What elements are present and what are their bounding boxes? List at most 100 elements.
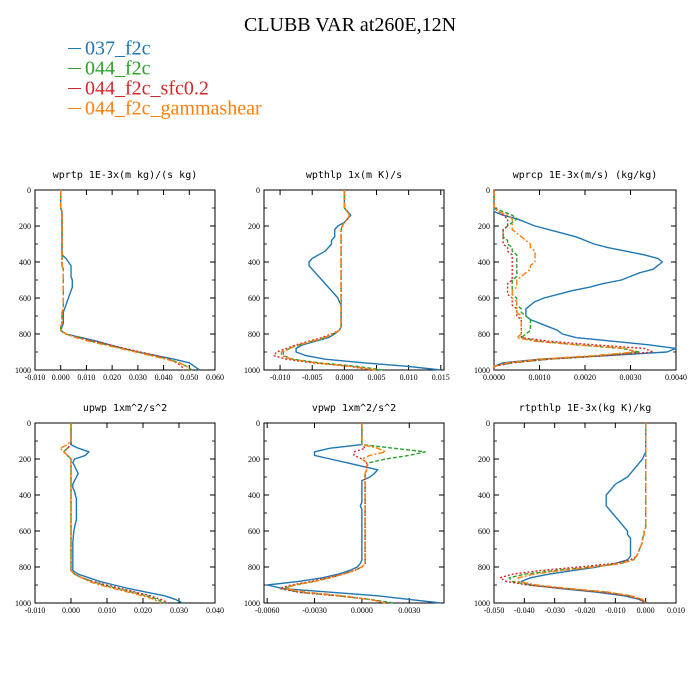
panel-title: vpwp 1xm^2/s^2 (312, 403, 396, 414)
legend-item-037-f2c: 037_f2c (68, 38, 262, 58)
x-tick-label: -0.050 (484, 606, 505, 615)
y-tick-label: 800 (248, 330, 260, 339)
y-tick-label: 600 (19, 294, 31, 303)
y-tick-label: 1000 (474, 366, 490, 375)
y-tick-label: 600 (248, 527, 260, 536)
chart-title: CLUBB VAR at260E,12N (243, 14, 457, 36)
x-tick-label: 0.0030 (620, 373, 642, 382)
x-tick-label: 0.0030 (398, 606, 420, 615)
legend: 037_f2c 044_f2c 044_f2c_sfc0.2 044_f2c_g… (68, 38, 262, 118)
x-tick-label: -0.010 (25, 606, 46, 615)
x-tick-label: -0.030 (544, 606, 565, 615)
panel-title: upwp 1xm^2/s^2 (83, 403, 167, 414)
x-tick-label: 0.000 (62, 606, 80, 615)
legend-label: 037_f2c (85, 37, 151, 60)
x-tick-label: -0.010 (25, 373, 46, 382)
x-tick-label: 0.000 (52, 373, 70, 382)
y-tick-label: 400 (478, 491, 490, 500)
x-tick-label: 0.005 (368, 373, 386, 382)
panel-title: wprtp 1E-3x(m kg)/(s kg) (53, 170, 198, 181)
y-tick-label: 800 (19, 330, 31, 339)
x-tick-label: 0.060 (206, 373, 224, 382)
series-line-044-f2c (508, 423, 647, 604)
y-tick-label: 0 (27, 186, 31, 195)
y-tick-label: 600 (478, 527, 490, 536)
y-tick-label: 0 (486, 186, 490, 195)
y-tick-label: 200 (19, 455, 31, 464)
legend-item-044-f2c-gammashear: 044_f2c_gammashear (68, 98, 262, 118)
series-line-044-f2c-gammashear (280, 190, 377, 371)
series-line-037-f2c (295, 190, 441, 371)
y-tick-label: 1000 (244, 599, 260, 608)
y-tick-label: 1000 (474, 599, 490, 608)
legend-item-044-f2c-sfc0-2: 044_f2c_sfc0.2 (68, 78, 262, 98)
y-tick-label: 600 (478, 294, 490, 303)
legend-label: 044_f2c (85, 57, 151, 80)
series-line-044-f2c-gammashear (59, 423, 162, 604)
y-tick-label: 0 (27, 419, 31, 428)
series-line-037-f2c (70, 423, 183, 604)
series-line-037-f2c (60, 190, 200, 371)
series-line-044-f2c-gammashear (60, 190, 190, 371)
x-tick-label: 0.000 (335, 373, 353, 382)
series-line-044-f2c-gammashear (285, 423, 387, 604)
x-tick-label: 0.000 (637, 606, 655, 615)
y-tick-label: 400 (19, 258, 31, 267)
series-line-037-f2c (266, 423, 441, 604)
series-line-044-f2c (282, 423, 426, 604)
y-tick-label: 600 (248, 294, 260, 303)
legend-label: 044_f2c_sfc0.2 (85, 77, 209, 100)
x-tick-label: -0.040 (514, 606, 535, 615)
series-line-044-f2c (63, 423, 165, 604)
x-tick-label: -0.010 (605, 606, 626, 615)
series-line-044-f2c-sfc0-2 (279, 423, 386, 604)
series-line-044-f2c (282, 190, 383, 371)
x-tick-label: 0.050 (180, 373, 198, 382)
series-line-037-f2c (520, 423, 647, 604)
x-tick-label: 0.010 (400, 373, 418, 382)
x-tick-label: 0.0000 (351, 606, 373, 615)
y-tick-label: 800 (478, 563, 490, 572)
x-tick-label: 0.030 (129, 373, 147, 382)
y-tick-label: 200 (19, 222, 31, 231)
legend-line-icon (68, 87, 81, 89)
x-tick-label: -0.005 (302, 373, 323, 382)
x-tick-label: 0.010 (77, 373, 95, 382)
panel-title: wprcp 1E-3x(m/s) (kg/kg) (513, 170, 658, 181)
series-line-044-f2c-sfc0-2 (60, 190, 185, 371)
plot-frame (263, 422, 445, 604)
plot-frame (263, 189, 445, 371)
series-line-037-f2c (493, 190, 677, 370)
x-tick-label: 0.040 (155, 373, 173, 382)
series-line-044-f2c-sfc0-2 (499, 423, 647, 604)
legend-line-icon (68, 67, 81, 69)
x-tick-label: -0.020 (575, 606, 596, 615)
series-line-044-f2c (60, 190, 193, 371)
y-tick-label: 200 (478, 222, 490, 231)
y-tick-label: 400 (248, 491, 260, 500)
y-tick-label: 1000 (15, 366, 31, 375)
series-line-044-f2c-gammashear (493, 190, 636, 370)
y-tick-label: 200 (248, 455, 260, 464)
series-line-044-f2c-sfc0-2 (493, 190, 654, 370)
y-tick-label: 1000 (244, 366, 260, 375)
plot-frame (493, 189, 677, 371)
x-tick-label: 0.0020 (574, 373, 596, 382)
y-tick-label: 800 (478, 330, 490, 339)
x-tick-label: 0.0010 (529, 373, 551, 382)
x-tick-label: -0.010 (270, 373, 291, 382)
y-tick-label: 1000 (15, 599, 31, 608)
x-tick-label: 0.030 (170, 606, 188, 615)
plot-frame (493, 422, 677, 604)
series-line-044-f2c (493, 190, 641, 370)
x-tick-label: -0.0060 (255, 606, 280, 615)
y-tick-label: 0 (256, 419, 260, 428)
y-tick-label: 400 (248, 258, 260, 267)
y-tick-label: 800 (248, 563, 260, 572)
y-tick-label: 800 (19, 563, 31, 572)
legend-line-icon (68, 47, 81, 49)
panel-title: wpthlp 1x(m K)/s (306, 170, 402, 181)
x-tick-label: 0.015 (432, 373, 450, 382)
legend-item-044-f2c: 044_f2c (68, 58, 262, 78)
